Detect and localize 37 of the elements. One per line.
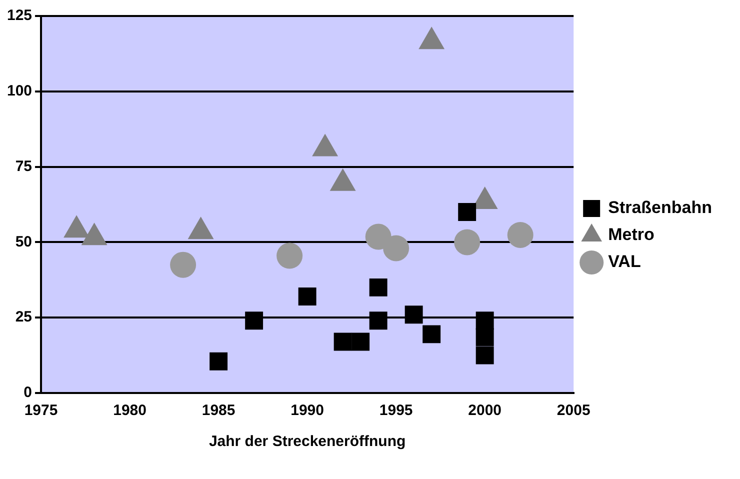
legend-label: Metro [608, 225, 654, 244]
x-tick-label: 1980 [113, 402, 146, 420]
point [276, 242, 303, 269]
x-tick-label: 2005 [556, 402, 590, 420]
point [365, 224, 392, 250]
y-tick-label: 100 [6, 82, 32, 100]
point [383, 235, 410, 262]
x-tick-label: 1985 [202, 402, 236, 420]
x-tick-label: 2000 [468, 402, 502, 420]
point [210, 352, 228, 370]
point [369, 312, 388, 330]
point [369, 278, 388, 296]
point [458, 203, 476, 222]
x-tick-label: 1975 [24, 402, 58, 420]
x-axis-title: Jahr der Streckeneröffnung [208, 433, 406, 450]
point [476, 312, 494, 330]
point [334, 332, 352, 351]
point [170, 252, 196, 278]
point [422, 325, 441, 344]
y-tick-label: 125 [6, 7, 32, 24]
point [418, 26, 445, 50]
point [245, 312, 264, 330]
y-tick-label: 50 [15, 233, 32, 250]
y-tick-label: 0 [24, 384, 32, 402]
y-tick-label: 25 [15, 308, 32, 326]
y-tick-label: 75 [15, 158, 32, 175]
point [476, 328, 494, 346]
legend-label: VAL [608, 252, 641, 272]
point [476, 346, 494, 364]
point [298, 288, 316, 306]
point [454, 229, 480, 256]
point [507, 222, 534, 248]
x-tick-label: 1990 [290, 402, 324, 420]
x-tick-label: 1995 [379, 402, 413, 420]
point [352, 332, 370, 351]
legend-label: Straßenbahn [608, 198, 712, 218]
point [404, 306, 423, 324]
